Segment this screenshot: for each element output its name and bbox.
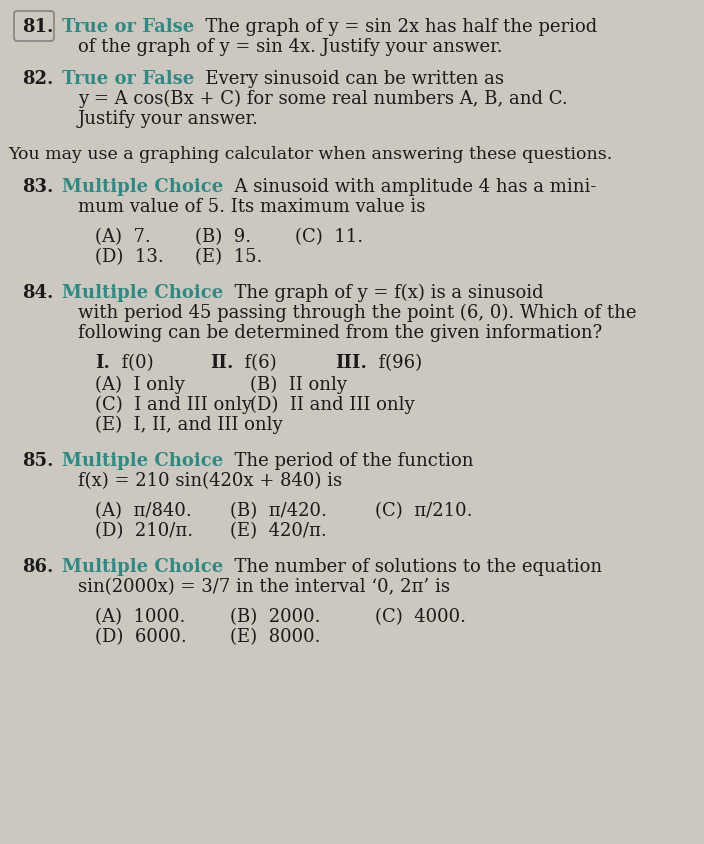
Text: Multiple Choice: Multiple Choice xyxy=(62,178,223,196)
Text: Justify your answer.: Justify your answer. xyxy=(78,110,259,128)
Text: (D)  II and III only: (D) II and III only xyxy=(250,396,415,414)
Text: 84.: 84. xyxy=(22,284,54,302)
Text: The period of the function: The period of the function xyxy=(223,452,474,470)
Text: (A)  I only: (A) I only xyxy=(95,376,184,394)
Text: (C)  I and III only: (C) I and III only xyxy=(95,396,252,414)
Text: y = A cos(Bx + C) for some real numbers A, B, and C.: y = A cos(Bx + C) for some real numbers … xyxy=(78,90,567,108)
Text: (A)  1000.: (A) 1000. xyxy=(95,608,185,626)
Text: 81.: 81. xyxy=(22,18,54,36)
Text: True or False: True or False xyxy=(62,70,194,88)
Text: (B)  π/420.: (B) π/420. xyxy=(230,502,327,520)
Text: 83.: 83. xyxy=(22,178,54,196)
Text: of the graph of y = sin 4x. Justify your answer.: of the graph of y = sin 4x. Justify your… xyxy=(78,38,503,56)
Text: with period 45 passing through the point (6, 0). Which of the: with period 45 passing through the point… xyxy=(78,304,636,322)
Text: III.: III. xyxy=(335,354,367,372)
Text: f(96): f(96) xyxy=(367,354,422,372)
Text: The graph of y = sin 2x has half the period: The graph of y = sin 2x has half the per… xyxy=(194,18,598,36)
FancyBboxPatch shape xyxy=(14,11,54,41)
Text: I.: I. xyxy=(95,354,110,372)
Text: 86.: 86. xyxy=(22,558,54,576)
Text: following can be determined from the given information?: following can be determined from the giv… xyxy=(78,324,602,342)
Text: (C)  π/210.: (C) π/210. xyxy=(375,502,472,520)
Text: Multiple Choice: Multiple Choice xyxy=(62,284,223,302)
Text: (B)  2000.: (B) 2000. xyxy=(230,608,320,626)
Text: f(0): f(0) xyxy=(110,354,153,372)
Text: II.: II. xyxy=(210,354,233,372)
Text: True or False: True or False xyxy=(62,18,194,36)
Text: Every sinusoid can be written as: Every sinusoid can be written as xyxy=(194,70,504,88)
Text: (C)  4000.: (C) 4000. xyxy=(375,608,466,626)
Text: (E)  I, II, and III only: (E) I, II, and III only xyxy=(95,416,282,435)
Text: A sinusoid with amplitude 4 has a mini-: A sinusoid with amplitude 4 has a mini- xyxy=(223,178,596,196)
Text: (B)  II only: (B) II only xyxy=(250,376,347,394)
Text: The number of solutions to the equation: The number of solutions to the equation xyxy=(223,558,603,576)
Text: (D)  6000.: (D) 6000. xyxy=(95,628,187,646)
Text: 85.: 85. xyxy=(22,452,54,470)
Text: (E)  8000.: (E) 8000. xyxy=(230,628,320,646)
Text: sin(2000x) = 3/7 in the interval ‘0, 2π’ is: sin(2000x) = 3/7 in the interval ‘0, 2π’… xyxy=(78,578,450,596)
Text: Multiple Choice: Multiple Choice xyxy=(62,452,223,470)
Text: (A)  7.: (A) 7. xyxy=(95,228,151,246)
Text: (E)  15.: (E) 15. xyxy=(195,248,263,266)
Text: f(6): f(6) xyxy=(233,354,277,372)
Text: (C)  11.: (C) 11. xyxy=(295,228,363,246)
Text: (B)  9.: (B) 9. xyxy=(195,228,251,246)
Text: mum value of 5. Its maximum value is: mum value of 5. Its maximum value is xyxy=(78,198,425,216)
Text: (E)  420/π.: (E) 420/π. xyxy=(230,522,327,540)
Text: Multiple Choice: Multiple Choice xyxy=(62,558,223,576)
Text: 82.: 82. xyxy=(22,70,54,88)
Text: (A)  π/840.: (A) π/840. xyxy=(95,502,191,520)
Text: You may use a graphing calculator when answering these questions.: You may use a graphing calculator when a… xyxy=(8,146,612,163)
Text: f(x) = 210 sin(420x + 840) is: f(x) = 210 sin(420x + 840) is xyxy=(78,472,342,490)
Text: (D)  210/π.: (D) 210/π. xyxy=(95,522,193,540)
Text: (D)  13.: (D) 13. xyxy=(95,248,164,266)
Text: The graph of y = f(x) is a sinusoid: The graph of y = f(x) is a sinusoid xyxy=(223,284,544,302)
